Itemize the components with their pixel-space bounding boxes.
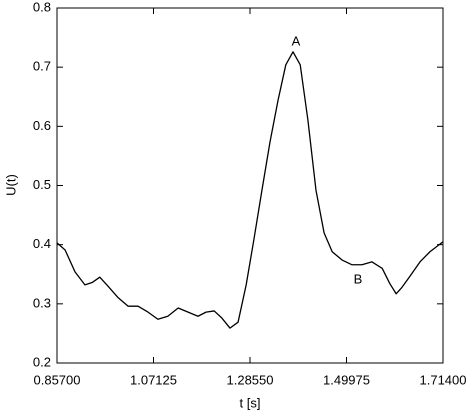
x-tick-label: 0.85700 [34,372,81,387]
y-tick-label: 0.2 [33,354,51,369]
plot-frame [56,7,444,364]
y-tick-label: 0.6 [33,118,51,133]
x-tick-label: 1.71400 [420,372,467,387]
annotation: A [292,33,301,48]
y-tick-label: 0.4 [33,236,51,251]
y-axis-label: U(t) [3,174,18,196]
line [56,51,444,329]
annotation: B [354,271,363,286]
x-tick-label: 1.07125 [130,372,177,387]
x-axis-label: t [s] [240,395,261,410]
y-tick-label: 0.5 [33,177,51,192]
y-tick-label: 0.8 [33,0,51,14]
x-tick-label: 1.28550 [227,372,274,387]
y-tick-label: 0.7 [33,59,51,74]
x-tick-label: 1.49975 [323,372,370,387]
y-tick-label: 0.3 [33,295,51,310]
